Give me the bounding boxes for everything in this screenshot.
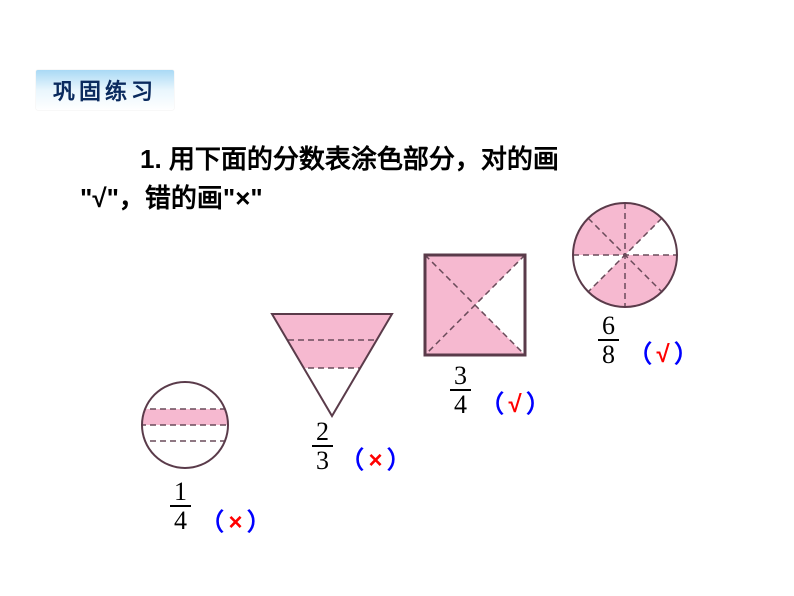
denominator: 3	[312, 447, 333, 474]
answer-2: （ × ）	[340, 440, 411, 475]
fraction: 1 4	[170, 478, 191, 535]
fraction: 2 3	[312, 418, 333, 475]
circle-stripes-svg	[140, 380, 230, 470]
paren-open: （	[200, 509, 224, 536]
question-line-1: 1. 用下面的分数表涂色部分，对的画	[140, 140, 700, 179]
paren-open: （	[480, 391, 504, 418]
mark: ×	[368, 447, 382, 474]
fraction-2-3: 2 3	[312, 418, 333, 475]
answer-3: （ √ ）	[480, 384, 550, 419]
circle-8-svg	[570, 200, 680, 310]
square-svg	[420, 250, 530, 360]
paren-open: （	[340, 447, 364, 474]
numerator: 1	[170, 478, 191, 507]
fraction-1-4: 1 4	[170, 478, 191, 535]
mark: √	[508, 391, 521, 418]
answer-1: （ × ）	[200, 502, 271, 537]
numerator: 6	[598, 312, 619, 341]
figure-square	[420, 250, 530, 360]
figure-circle-8	[570, 200, 680, 310]
mark: ×	[228, 509, 242, 536]
denominator: 4	[450, 391, 471, 418]
triangle-svg	[268, 310, 396, 420]
paren-open: （	[628, 341, 652, 368]
mark: √	[656, 341, 669, 368]
denominator: 4	[170, 507, 191, 534]
fraction: 6 8	[598, 312, 619, 369]
figure-circle-stripes	[140, 380, 230, 470]
denominator: 8	[598, 341, 619, 368]
paren-close: ）	[247, 509, 271, 536]
figure-triangle	[268, 310, 396, 420]
paren-close: ）	[526, 391, 550, 418]
numerator: 2	[312, 418, 333, 447]
paren-close: ）	[387, 447, 411, 474]
paren-close: ）	[674, 341, 698, 368]
fraction-3-4: 3 4	[450, 362, 471, 419]
numerator: 3	[450, 362, 471, 391]
section-header: 巩固练习	[36, 70, 174, 110]
answer-4: （ √ ）	[628, 334, 698, 369]
fraction-6-8: 6 8	[598, 312, 619, 369]
section-title: 巩固练习	[53, 74, 157, 106]
fraction: 3 4	[450, 362, 471, 419]
